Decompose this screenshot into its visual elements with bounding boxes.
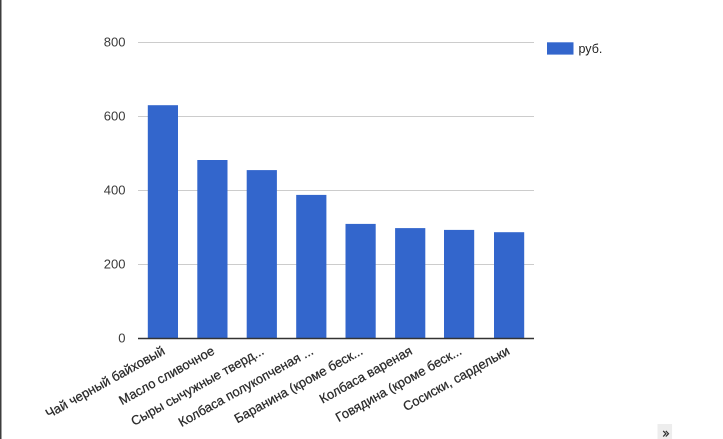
svg-text:0: 0 bbox=[118, 330, 125, 345]
svg-text:800: 800 bbox=[104, 35, 126, 50]
svg-text:400: 400 bbox=[104, 183, 126, 198]
svg-text:руб.: руб. bbox=[579, 42, 603, 56]
svg-text:200: 200 bbox=[104, 257, 126, 272]
svg-text:600: 600 bbox=[104, 109, 126, 124]
